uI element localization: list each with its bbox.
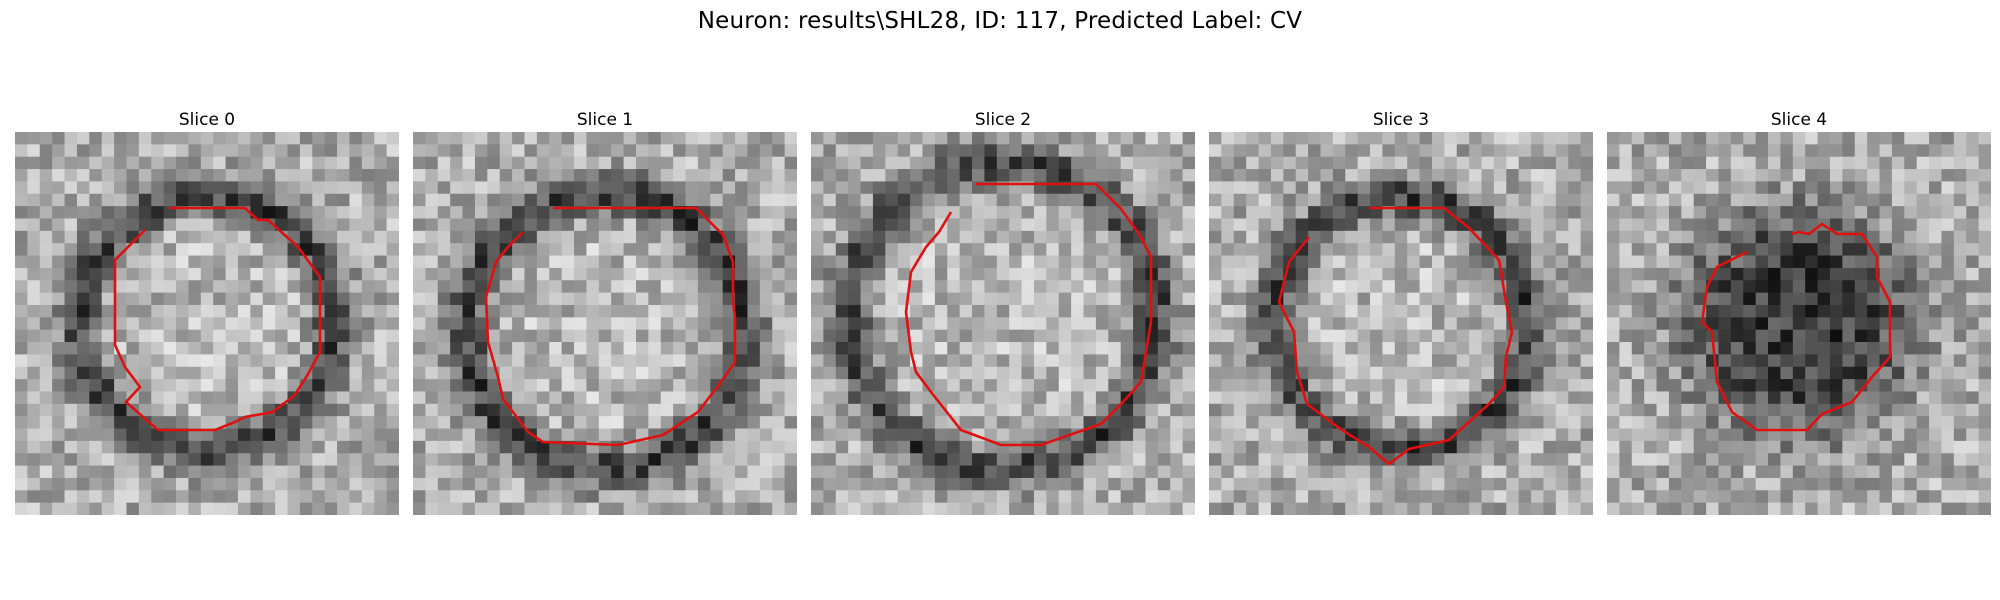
- slice-panel-2: Slice 2: [811, 108, 1195, 515]
- slice-panel-3: Slice 3: [1209, 108, 1593, 515]
- slice-title: Slice 4: [1770, 110, 1828, 130]
- slice-panel-0: Slice 0: [15, 108, 399, 515]
- figure-title: Neuron: results\SHL28, ID: 117, Predicte…: [697, 8, 1303, 34]
- slice-image: [413, 132, 797, 515]
- slice-title: Slice 1: [576, 110, 634, 130]
- slice-image-canvas: [1209, 132, 1593, 515]
- cell-contour: [1700, 222, 1892, 432]
- slice-title: Slice 0: [178, 110, 236, 130]
- slice-panel-4: Slice 4: [1607, 108, 1991, 515]
- slice-image-canvas: [811, 132, 1195, 515]
- slice-image: [1607, 132, 1991, 515]
- slice-image-canvas: [413, 132, 797, 515]
- slice-title: Slice 3: [1372, 110, 1430, 130]
- slice-image: [1209, 132, 1593, 515]
- slice-image: [15, 132, 399, 515]
- slice-image: [811, 132, 1195, 515]
- slice-image-canvas: [1607, 132, 1991, 515]
- slice-title: Slice 2: [974, 110, 1032, 130]
- cell-contour: [484, 206, 737, 447]
- slice-panel-1: Slice 1: [413, 108, 797, 515]
- cell-contour: [904, 182, 1153, 447]
- cell-contour: [113, 206, 322, 432]
- cell-contour: [1277, 206, 1514, 466]
- slice-image-canvas: [15, 132, 399, 515]
